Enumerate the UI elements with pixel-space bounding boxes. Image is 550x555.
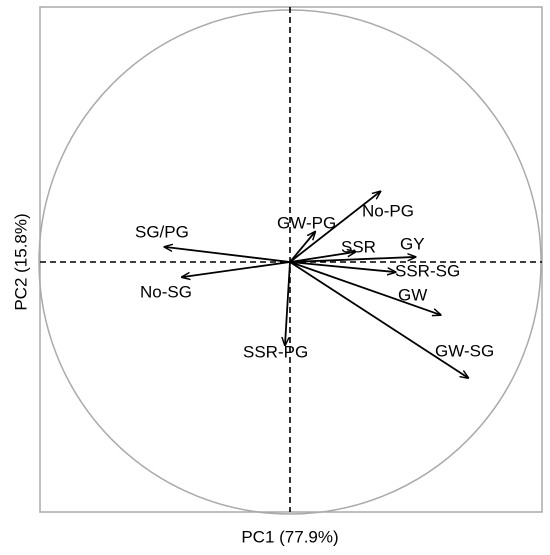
loading-arrow [289,191,380,263]
loading-arrow [289,257,416,263]
vector-label: No-PG [362,201,414,220]
plot-frame [39,6,543,513]
loading-arrow [165,247,291,263]
loading-arrow [285,261,291,345]
vector-label: GY [400,234,425,253]
vector-label: SSR [341,237,376,256]
vector-label: No-SG [140,282,192,301]
vector-label: GW-PG [277,213,336,232]
vector-label: SSR-PG [243,342,308,361]
loading-arrow [289,261,441,315]
y-axis-label: PC2 (15.8%) [11,213,30,310]
loading-arrow [182,261,291,277]
loading-arrow [289,252,355,263]
loading-arrow [289,232,315,263]
vector-label: GW [398,285,427,304]
loading-arrow [289,261,468,378]
x-axis-label: PC1 (77.9%) [241,527,338,546]
vector-label: SSR-SG [395,261,460,280]
loading-arrow [289,261,395,272]
vector-label: GW-SG [435,341,494,360]
vector-label: SG/PG [135,222,189,241]
